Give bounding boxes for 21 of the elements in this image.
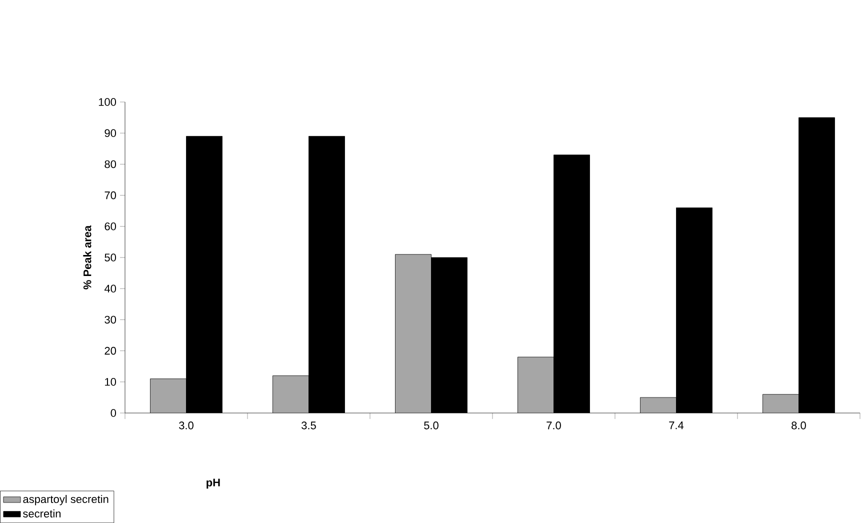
x-tick-label: 3.0 <box>179 422 194 430</box>
y-tick-label: 90 <box>104 129 116 137</box>
y-tick-label: 20 <box>104 346 116 355</box>
x-tick-label: 7.4 <box>669 422 684 430</box>
y-tick-label: 40 <box>104 284 116 292</box>
x-tick-label: 3.5 <box>302 422 316 430</box>
y-tick-label: 30 <box>104 316 116 324</box>
y-tick-label: 60 <box>104 222 116 230</box>
y-axis-title: % Peak area <box>83 225 92 290</box>
y-tick-label: 0 <box>110 409 116 417</box>
x-tick-label: 8.0 <box>792 422 806 430</box>
y-tick-label: 100 <box>98 98 116 106</box>
legend-label: secretin <box>23 509 61 518</box>
legend-label: aspartoyl secretin <box>23 494 108 506</box>
x-tick-label: 5.0 <box>424 422 438 430</box>
y-tick-label: 80 <box>104 160 116 168</box>
x-axis-title: pH <box>206 478 220 489</box>
y-tick-label: 50 <box>104 254 116 262</box>
x-tick-label: 7.0 <box>546 422 561 430</box>
y-tick-label: 70 <box>104 191 116 200</box>
y-tick-label: 10 <box>105 378 116 386</box>
